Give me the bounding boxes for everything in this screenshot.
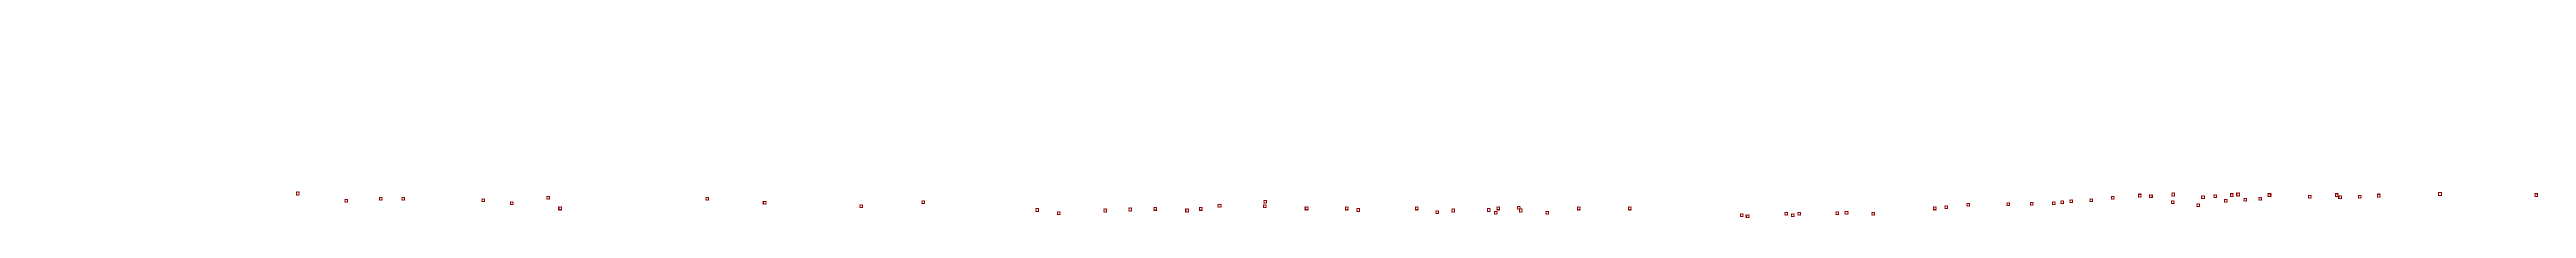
scatter-point [1966, 203, 1970, 207]
scatter-point [2236, 192, 2240, 197]
scatter-point [2052, 201, 2056, 205]
scatter-point [1791, 213, 1795, 217]
scatter-point [344, 199, 348, 203]
scatter-point [1844, 211, 1849, 215]
scatter-point [1057, 211, 1061, 215]
scatter-point [1217, 204, 1222, 208]
scatter-point [1263, 204, 1267, 208]
scatter-point [2308, 195, 2312, 199]
scatter-point [1496, 206, 1500, 211]
scatter-point [558, 206, 562, 211]
scatter-point [296, 191, 300, 196]
scatter-point [1494, 211, 1498, 215]
scatter-point [1545, 211, 1549, 215]
scatter-point [2060, 200, 2064, 204]
scatter-point [1304, 206, 1309, 211]
scatter-point [510, 201, 514, 205]
scatter-point [2171, 200, 2175, 204]
scatter-point [2267, 193, 2272, 197]
scatter-point [1835, 211, 1839, 215]
scatter-point [2213, 194, 2217, 198]
scatter-point [2338, 195, 2342, 199]
scatter-point [921, 200, 925, 204]
scatter-point [2030, 202, 2034, 206]
scatter-point [401, 197, 405, 201]
scatter-point [2358, 195, 2362, 199]
scatter-point [1577, 206, 1581, 211]
scatter-point [1103, 208, 1107, 213]
scatter-point [1519, 208, 1523, 213]
scatter-point [2089, 198, 2093, 202]
scatter-point [1740, 213, 1744, 217]
scatter-point [1415, 206, 1419, 211]
scatter-point [1128, 207, 1132, 212]
scatter-point [2258, 197, 2262, 201]
scatter-point [762, 201, 767, 205]
scatter-point [2006, 202, 2010, 206]
scatter-point [379, 197, 383, 201]
scatter-point [1356, 208, 1360, 212]
scatter-point [546, 196, 550, 200]
scatter-point [1797, 212, 1801, 216]
scatter-point [2111, 196, 2115, 200]
scatter-point [2224, 199, 2228, 203]
scatter-point [1153, 207, 1157, 211]
scatter-point [859, 204, 863, 208]
scatter-point [1345, 206, 1349, 211]
scatter-point [1035, 208, 1039, 212]
scatter-point [1517, 206, 1521, 210]
scatter-point [2243, 198, 2247, 202]
scatter-point [1263, 200, 1267, 204]
scatter-point [1199, 207, 1203, 211]
scatter-point [2069, 199, 2073, 203]
scatter-point [2201, 195, 2205, 199]
scatter-point [2171, 192, 2175, 197]
scatter-point [2138, 194, 2142, 198]
scatter-point [1784, 212, 1788, 216]
scatter-point [2196, 203, 2200, 207]
scatter-point [481, 198, 485, 202]
scatter-point [2438, 192, 2442, 196]
scatter-point [2230, 193, 2234, 197]
scatter-point [2534, 193, 2538, 197]
scatter-point [1871, 212, 1875, 216]
scatter-point [1487, 208, 1491, 212]
scatter-point [1185, 208, 1189, 213]
scatter-point [2335, 193, 2339, 197]
scatter-point [1451, 208, 1455, 213]
scatter-point [1628, 206, 1632, 211]
scatter-point [1745, 214, 1750, 218]
scatter-point [1944, 205, 1948, 209]
scatter-point [2377, 194, 2381, 198]
scatter-point [1435, 210, 1439, 214]
scatter-point [1933, 206, 1937, 211]
scatter-point [705, 197, 709, 201]
scatter-point [2149, 194, 2153, 198]
